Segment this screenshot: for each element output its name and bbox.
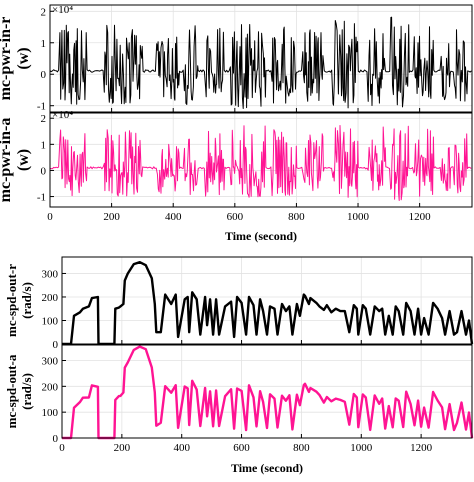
x-tick-label: 200: [114, 442, 131, 454]
x-tick-label: 400: [165, 211, 182, 223]
y-axis-label: mc-spd-out-a(rad/s): [4, 354, 34, 428]
y-tick-label: -1: [37, 101, 46, 113]
chart-panel-4: 0 100 200 300 0 200 400 600 800 1000 1200 mc-spd-ou…: [4, 344, 474, 475]
plot-frame: [49, 112, 473, 208]
x-tick-label: 800: [293, 442, 310, 454]
series-line-1: [49, 16, 472, 109]
y-tick-label: -1: [37, 192, 46, 204]
y-axis-label: mc-pwr-in-a(w): [0, 118, 32, 203]
x-tick-label: 400: [173, 442, 190, 454]
series-line-3: [62, 261, 474, 346]
y-tick-label: 0: [41, 69, 47, 81]
y-tick-label: 1: [41, 139, 47, 151]
plot-frame: [49, 4, 473, 113]
x-tick-label: 1200: [410, 442, 433, 454]
y-tick-label: 1: [41, 38, 47, 50]
y-tick-label: 0: [53, 339, 59, 351]
chart-panel-3: 0 100 200 300 mc-spd-out-r(rad/s): [4, 256, 474, 351]
y-tick-label: 0: [41, 165, 47, 177]
y-axis-label-line: (rad/s): [19, 282, 34, 319]
x-axis-label: Time (second): [225, 229, 297, 243]
y-tick-label: 300: [42, 356, 59, 368]
y-axis-label: mc-spd-out-r(rad/s): [4, 264, 34, 337]
y-axis-label-line: mc-spd-out-a: [4, 354, 19, 428]
y-tick-label: 100: [42, 407, 59, 419]
y-tick-label: 200: [42, 292, 59, 304]
x-tick-label: 800: [288, 211, 305, 223]
y-tick-label: 0: [53, 433, 59, 445]
x-tick-label: 1200: [409, 211, 432, 223]
y-axis-label-line: (w): [15, 47, 32, 69]
y-axis-label-line: (rad/s): [19, 373, 34, 410]
y-axis-label-line: mc-pwr-in-r: [0, 17, 14, 101]
y-axis-label-line: mc-pwr-in-a: [0, 118, 14, 203]
y-axis-label-line: (w): [15, 149, 32, 171]
x-tick-label: 0: [47, 211, 53, 223]
x-axis-label: Time (second): [231, 461, 303, 475]
plot-frame: [61, 256, 473, 345]
exponent-label: ×10⁴: [52, 109, 73, 121]
plot-frame: [61, 344, 473, 439]
x-tick-label: 600: [233, 442, 250, 454]
x-tick-label: 200: [103, 211, 120, 223]
x-tick-label: 600: [227, 211, 244, 223]
y-tick-label: 100: [42, 315, 59, 327]
x-tick-label: 1000: [350, 442, 373, 454]
series-line-4: [62, 345, 474, 440]
exponent-label: ×10⁴: [52, 4, 73, 16]
y-tick-label: 2: [41, 113, 47, 125]
y-tick-label: 300: [42, 268, 59, 280]
y-axis-label-line: mc-spd-out-r: [4, 264, 19, 337]
x-tick-label: 0: [59, 442, 65, 454]
y-tick-label: 2: [41, 6, 47, 18]
chart-panel-1: -1 0 1 2 ×10⁴ mc-pwr-in-r(w): [0, 4, 473, 113]
y-tick-label: 200: [42, 381, 59, 393]
series-line-2: [49, 125, 472, 201]
y-axis-label: mc-pwr-in-r(w): [0, 17, 32, 101]
x-tick-label: 1000: [347, 211, 370, 223]
